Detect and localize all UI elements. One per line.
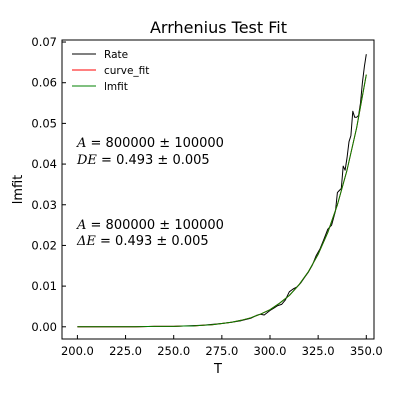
chart-title: Arrhenius Test Fit — [150, 18, 287, 37]
series-line-curve-fit — [77, 74, 367, 328]
series-layer — [77, 54, 367, 328]
y-tick-label: 0.00 — [31, 320, 57, 334]
x-tick-label: 325.0 — [302, 344, 335, 358]
x-tick-label: 275.0 — [205, 344, 238, 358]
legend-label-curve-fit: curve_fit — [104, 65, 149, 77]
y-axis-ticks: 0.00 0.01 0.02 0.03 0.04 0.05 0.06 0.07 — [31, 35, 66, 334]
annotation-line: A = 800000 ± 100000 — [76, 218, 224, 233]
y-axis-label: lmfit — [11, 175, 26, 205]
annotation-line: DE = 0.493 ± 0.005 — [76, 153, 210, 168]
y-tick-label: 0.03 — [31, 198, 57, 212]
series-line-lmfit — [77, 74, 367, 328]
x-tick-label: 300.0 — [254, 344, 287, 358]
y-tick-label: 0.04 — [31, 157, 57, 171]
x-tick-label: 225.0 — [109, 344, 142, 358]
annotation-line: ΔE = 0.493 ± 0.005 — [76, 234, 209, 249]
y-tick-label: 0.02 — [31, 238, 57, 252]
annotation-line: A = 800000 ± 100000 — [76, 136, 224, 151]
legend-label-lmfit: lmfit — [104, 81, 128, 93]
y-tick-label: 0.05 — [31, 116, 57, 130]
legend-label-rate: Rate — [104, 49, 128, 61]
x-axis-ticks: 200.0 225.0 250.0 275.0 300.0 325.0 350.0 — [61, 335, 383, 358]
y-tick-label: 0.06 — [31, 76, 57, 90]
series-line-rate — [77, 54, 367, 328]
x-tick-label: 200.0 — [61, 344, 94, 358]
annotations: A = 800000 ± 100000 DE = 0.493 ± 0.005 A =… — [76, 136, 224, 249]
x-tick-label: 350.0 — [350, 344, 383, 358]
y-tick-label: 0.07 — [31, 35, 57, 49]
x-tick-label: 250.0 — [157, 344, 190, 358]
plot-area-frame — [61, 39, 375, 340]
x-axis-label: T — [213, 362, 222, 377]
y-tick-label: 0.01 — [31, 279, 57, 293]
